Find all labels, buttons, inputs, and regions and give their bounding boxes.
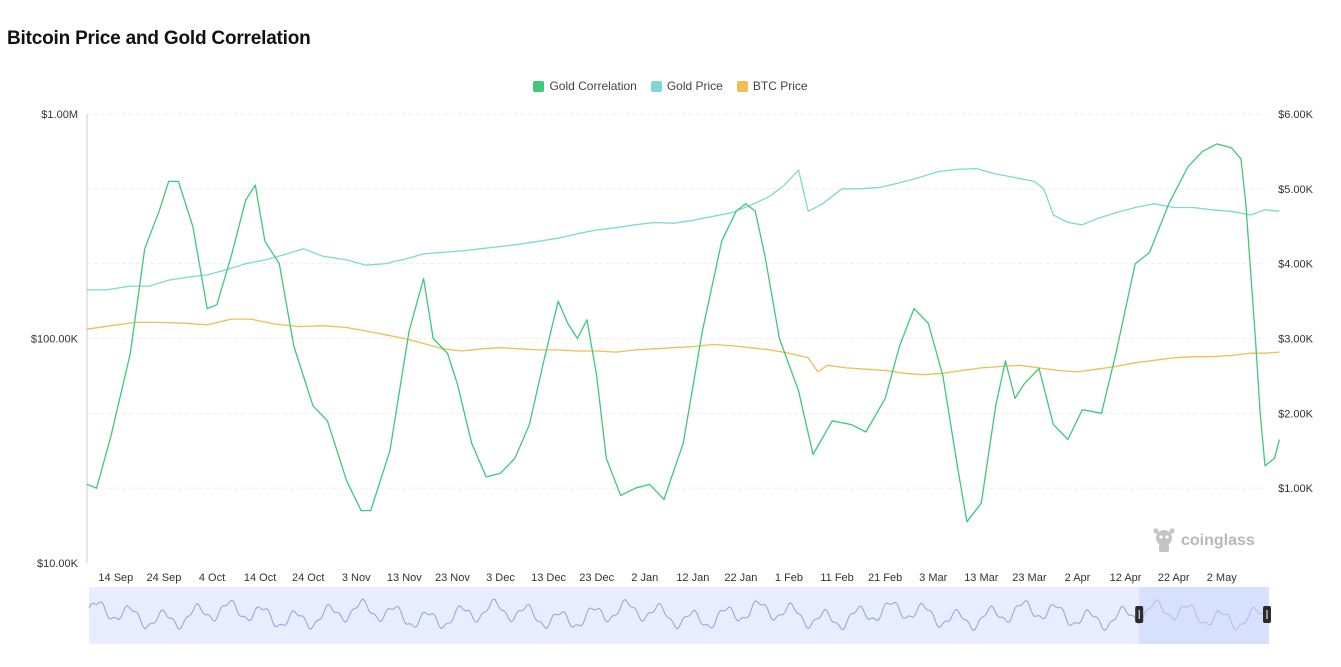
x-tick-label: 2 Jan (631, 572, 658, 584)
y-right-tick-label: $3.00K (1278, 334, 1314, 346)
x-axis: 14 Sep 24 Sep 4 Oct 14 Oct 24 Oct 3 Nov 13 Nov… (98, 572, 1237, 584)
coinglass-logo-icon (1153, 528, 1175, 552)
x-tick-label: 23 Nov (435, 572, 470, 584)
y-right-tick-label: $4.00K (1278, 259, 1314, 271)
y-axis-left: $1.00M $100.00K $10.00K (31, 109, 79, 570)
navigator-handle-right[interactable] (1263, 606, 1271, 623)
legend-label-gold-correlation: Gold Correlation (549, 79, 637, 93)
legend-swatch-gold-correlation (533, 80, 545, 92)
coinglass-logo: coinglass (1153, 528, 1255, 552)
navigator-selection[interactable] (1139, 587, 1269, 644)
y-left-tick-label: $10.00K (37, 558, 79, 570)
y-right-tick-label: $5.00K (1278, 184, 1314, 196)
x-tick-label: 2 May (1207, 572, 1237, 584)
legend-label-gold-price: Gold Price (666, 79, 723, 93)
y-axis-right: $6.00K $5.00K $4.00K $3.00K $2.00K $1.00K (1278, 109, 1314, 495)
x-tick-label: 24 Oct (292, 572, 324, 584)
page-title: Bitcoin Price and Gold Correlation (7, 28, 311, 49)
y-left-tick-label: $1.00M (41, 109, 78, 121)
series-line-gold (87, 167, 1280, 291)
x-tick-label: 14 Sep (98, 572, 133, 584)
navigator-background[interactable] (89, 587, 1269, 644)
y-left-tick-label: $100.00K (31, 334, 79, 346)
y-right-tick-label: $6.00K (1278, 109, 1314, 121)
x-tick-label: 12 Apr (1110, 572, 1142, 584)
legend-swatch-gold-price (650, 80, 662, 92)
x-tick-label: 13 Dec (531, 572, 566, 584)
legend-item-btc-price[interactable]: BTC Price (736, 78, 808, 94)
range-navigator[interactable] (88, 587, 1271, 644)
x-tick-label: 22 Apr (1158, 572, 1190, 584)
navigator-handle-left[interactable] (1135, 606, 1144, 623)
x-tick-label: 23 Mar (1012, 572, 1047, 584)
navigator-series (88, 598, 1270, 632)
legend-item-gold-correlation[interactable]: Gold Correlation (533, 78, 637, 94)
coinglass-watermark-text: coinglass (1181, 532, 1255, 549)
x-tick-label: 14 Oct (244, 572, 276, 584)
navigator-line (88, 598, 1270, 632)
x-tick-label: 12 Jan (676, 572, 709, 584)
legend-label-btc-price: BTC Price (752, 79, 808, 93)
x-tick-label: 3 Dec (486, 572, 515, 584)
series-line-correlation (86, 143, 1281, 523)
chart-grid (87, 113, 1265, 489)
x-tick-label: 22 Jan (724, 572, 757, 584)
chart-series (86, 143, 1281, 523)
x-tick-label: 3 Mar (919, 572, 947, 584)
y-right-tick-label: $1.00K (1278, 483, 1314, 495)
x-tick-label: 3 Nov (342, 572, 371, 584)
x-tick-label: 21 Feb (868, 572, 902, 584)
x-tick-label: 23 Dec (579, 572, 614, 584)
chart-legend: Gold Correlation Gold Price BTC Price (0, 78, 1341, 94)
x-tick-label: 1 Feb (775, 572, 803, 584)
legend-item-gold-price[interactable]: Gold Price (650, 78, 723, 94)
legend-swatch-btc-price (736, 80, 748, 92)
x-tick-label: 13 Nov (387, 572, 422, 584)
series-line-btc (86, 318, 1280, 376)
x-tick-label: 11 Feb (820, 572, 853, 584)
x-tick-label: 4 Oct (199, 572, 225, 584)
y-right-tick-label: $2.00K (1278, 408, 1314, 420)
x-tick-label: 13 Mar (964, 572, 999, 584)
x-tick-label: 2 Apr (1065, 572, 1091, 584)
x-tick-label: 24 Sep (146, 572, 181, 584)
